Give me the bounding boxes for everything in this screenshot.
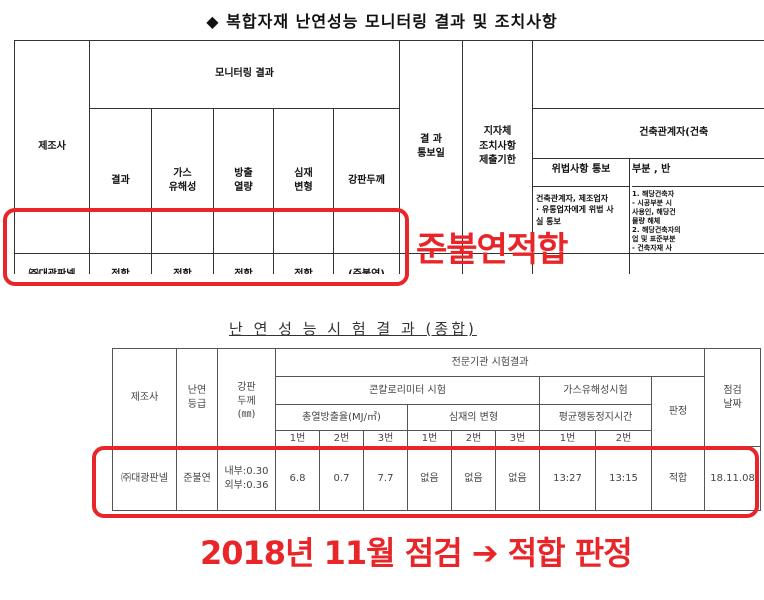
b-expert-header: 전문기관 시험결과 xyxy=(274,348,706,377)
top-title: ◆ 복합자재 난연성능 모니터링 결과 및 조치사항 xyxy=(206,12,558,31)
b-run-label: 3번 xyxy=(495,430,540,447)
partial-col2: 부분 , 반 1. 해당건축자 - 시공부분 시 사용인, 해당건 물량 해체 … xyxy=(629,157,764,255)
b-total-heat-header: 총열방출율(MJ/㎡) xyxy=(275,404,408,431)
test-result-table: 제조사 난연 등급 강판 두께 (㎜) 전문기관 시험결과 점검 날짜 콘칼로리… xyxy=(112,348,762,518)
partial-header: 건축관계자(건축 xyxy=(532,108,764,159)
thickness-header: 강판두께 xyxy=(332,107,401,255)
b-row-core-2: 없음 xyxy=(451,446,496,511)
row-thickness: (준불연) xyxy=(332,253,401,274)
b-thickness-header: 강판 두께 (㎜) xyxy=(217,348,276,447)
monitoring-header: 모니터링 결과 xyxy=(88,40,401,109)
b-row-gas-2: 13:15 xyxy=(595,446,652,511)
b-core-header: 심재의 변형 xyxy=(407,404,540,431)
heat-header: 방출 열량 xyxy=(213,107,274,255)
b-run-label: 2번 xyxy=(319,430,364,447)
manufacturer-header: 제조사 xyxy=(14,40,90,255)
b-row-judge: 적합 xyxy=(650,446,706,511)
b-run-label: 1번 xyxy=(539,430,596,447)
bottom-title: 난 연 성 능 시 험 결 과 (종합) xyxy=(229,320,477,338)
b-gas-header: 가스유해성시험 xyxy=(539,376,652,405)
b-cone-header: 콘칼로리미터 시험 xyxy=(275,376,540,405)
highlight-box-top xyxy=(3,208,409,286)
notify-date-header: 결 과 통보일 xyxy=(399,40,464,255)
b-date-header: 점검 날짜 xyxy=(704,348,762,447)
b-grade-header: 난연 등급 xyxy=(176,348,218,447)
b-manufacturer-header: 제조사 xyxy=(112,348,177,447)
highlight-box-bottom xyxy=(92,446,759,518)
b-row-heat-3: 7.7 xyxy=(363,446,408,511)
b-judge-header: 판정 xyxy=(650,376,706,447)
b-run-label: 2번 xyxy=(451,430,496,447)
violation-notice: 위법사항 통보 건축관계자, 제조업자 · 유통업자에게 위법 사 실 통보 xyxy=(532,157,631,255)
b-run-label: 1번 xyxy=(407,430,452,447)
b-row-manufacturer: ㈜대광판넬 xyxy=(112,446,177,511)
deadline-header: 지자체 조치사항 제출기한 xyxy=(462,40,534,255)
top-stamp: 준불연적합 xyxy=(416,230,568,270)
b-run-label: 1번 xyxy=(275,430,320,447)
b-avg-time-header: 평균행동정지시간 xyxy=(539,404,652,431)
bottom-stamp: 2018년 11월 점검 ➔ 적합 판정 xyxy=(200,534,633,572)
monitoring-table: 제조사 모니터링 결과 결 과 통보일 지자체 조치사항 제출기한 결과 가스 … xyxy=(14,40,764,274)
b-row-core-3: 없음 xyxy=(495,446,540,511)
b-run-label: 3번 xyxy=(363,430,408,447)
result-header: 결과 xyxy=(89,107,152,255)
b-run-label: 2번 xyxy=(595,430,652,447)
